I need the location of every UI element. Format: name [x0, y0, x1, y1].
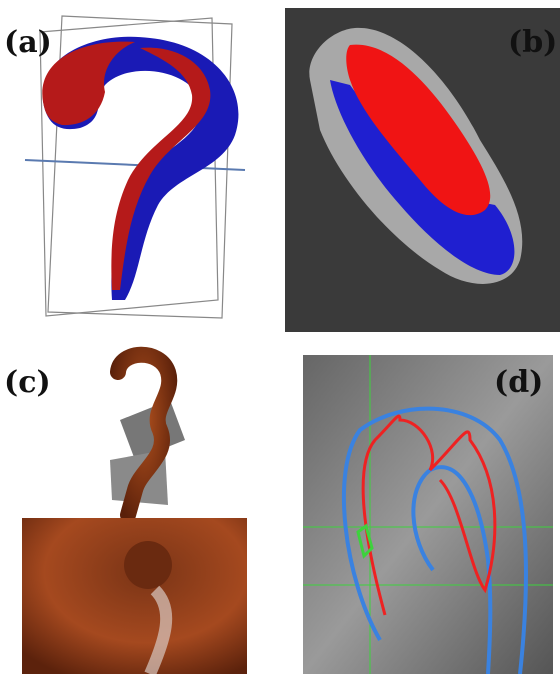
figure: (a) (b) (c) (d)	[0, 0, 560, 674]
panel-d: (d)	[303, 355, 553, 674]
panel-label: (a)	[4, 25, 52, 60]
panel-c: (c)	[4, 355, 247, 674]
lumen-opening	[124, 541, 172, 589]
panel-label: (b)	[508, 25, 557, 60]
panel-label: (c)	[4, 365, 51, 400]
panel-b: (b)	[285, 8, 560, 332]
panel-label: (d)	[494, 365, 543, 400]
endoscopic-view	[22, 518, 247, 674]
xray-image	[303, 355, 553, 674]
panel-a: (a)	[4, 10, 250, 330]
